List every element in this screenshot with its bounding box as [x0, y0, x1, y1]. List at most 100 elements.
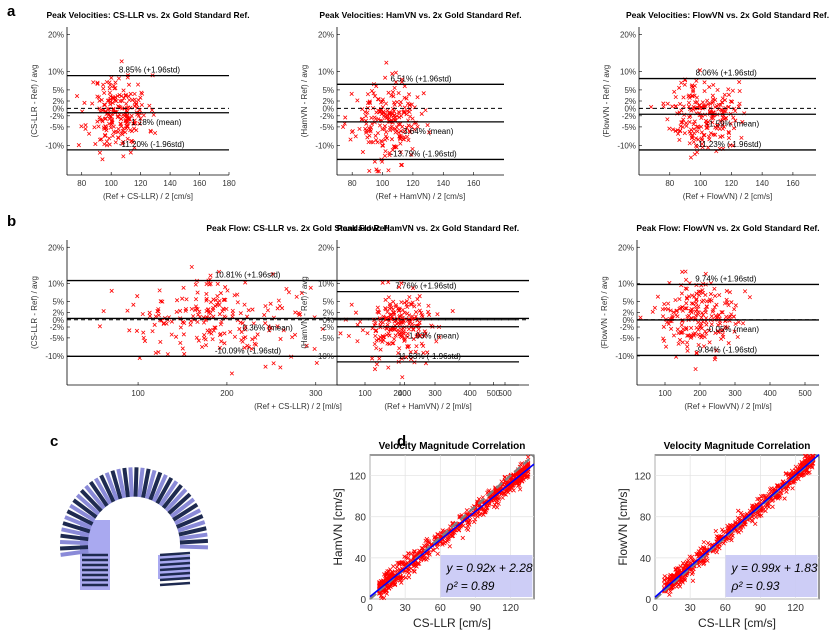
vessel-segment: [75, 493, 101, 516]
data-point: [174, 298, 180, 303]
data-point: [665, 307, 671, 312]
data-point: [174, 309, 179, 314]
data-point: [698, 560, 703, 565]
data-point: [413, 309, 419, 315]
data-point: [129, 113, 134, 118]
data-point: [377, 591, 382, 596]
data-point: [346, 333, 351, 339]
data-point: [677, 337, 683, 343]
data-point: [126, 94, 131, 99]
data-point: [762, 493, 768, 499]
chart-title: Peak Velocities: FlowVN vs. 2x Gold Stan…: [626, 10, 829, 20]
y-tick-label: 0%: [624, 104, 636, 113]
data-point: [713, 313, 718, 318]
data-point: [516, 480, 522, 486]
data-point: [708, 291, 714, 297]
data-point: [684, 295, 690, 300]
data-point: [121, 95, 127, 101]
data-point: [397, 315, 402, 320]
data-point: [739, 510, 744, 516]
data-point: [660, 307, 665, 312]
data-point: [426, 539, 432, 544]
data-point: [509, 485, 514, 490]
data-point: [105, 98, 110, 103]
data-point: [210, 337, 215, 342]
data-point: [364, 121, 369, 126]
chart-4: Peak Flow: CS-LLR vs. 2x Gold Standard R…: [30, 223, 529, 411]
data-point: [728, 99, 733, 104]
data-point: [684, 123, 689, 129]
data-point: [92, 125, 97, 130]
data-point: [82, 100, 87, 105]
vessel-segment: [64, 515, 92, 530]
data-point: [308, 285, 313, 290]
data-point: [108, 83, 113, 88]
limit-label: 6.51% (+1.96std): [390, 74, 451, 83]
data-point: [419, 341, 424, 346]
data-point: [181, 285, 186, 290]
data-point: [374, 137, 379, 143]
x-tick-label: 300: [428, 389, 442, 398]
y-tick-label: -2%: [622, 112, 636, 121]
data-point: [195, 319, 200, 325]
data-point: [720, 100, 725, 105]
data-point: [412, 562, 418, 568]
data-point: [131, 302, 136, 307]
data-point: [232, 293, 237, 298]
data-point: [517, 487, 523, 492]
data-point: [102, 132, 108, 138]
data-point: [723, 109, 728, 114]
data-point: [399, 300, 404, 305]
data-point: [678, 101, 683, 107]
data-point: [218, 291, 223, 296]
data-point: [398, 141, 403, 146]
data-point: [702, 133, 707, 138]
data-point: [413, 349, 418, 354]
data-point: [376, 169, 382, 174]
data-point: [104, 143, 110, 148]
data-point: [141, 113, 146, 118]
data-point: [437, 335, 442, 340]
data-point: [698, 546, 703, 551]
x-axis-label: CS-LLR [cm/s]: [698, 616, 776, 630]
data-point: [245, 343, 250, 348]
data-point: [215, 294, 220, 299]
data-point: [707, 84, 712, 90]
data-point: [406, 92, 412, 97]
data-point: [158, 339, 163, 344]
data-point: [223, 285, 228, 290]
data-point: [759, 494, 764, 499]
vessel-segment: [159, 581, 191, 587]
data-point: [767, 487, 773, 492]
data-point: [673, 566, 678, 572]
data-point: [83, 126, 88, 131]
data-point: [706, 119, 711, 124]
y-tick-label: 10%: [318, 67, 334, 76]
data-point: [766, 504, 772, 510]
data-point: [700, 141, 705, 147]
data-point: [452, 530, 457, 535]
data-point: [684, 286, 689, 291]
x-axis-label: (Ref + HamVN) / 2 [cm/s]: [376, 192, 466, 201]
data-point: [703, 118, 709, 123]
data-point: [423, 108, 428, 113]
data-point: [712, 305, 717, 310]
data-point: [238, 311, 243, 316]
data-point: [712, 357, 717, 362]
data-point: [727, 290, 733, 295]
data-point: [407, 109, 412, 115]
data-point: [676, 330, 681, 336]
data-point: [770, 504, 775, 509]
data-point: [139, 90, 144, 95]
data-point: [409, 302, 414, 307]
data-point: [374, 338, 379, 343]
data-point: [409, 314, 415, 319]
data-point: [722, 301, 728, 306]
data-point: [682, 82, 687, 87]
data-point: [408, 349, 413, 355]
data-point: [383, 317, 389, 322]
data-point: [692, 331, 698, 336]
chart-title: Peak Velocities: CS-LLR vs. 2x Gold Stan…: [46, 10, 249, 20]
y-tick-label: 80: [355, 513, 367, 524]
